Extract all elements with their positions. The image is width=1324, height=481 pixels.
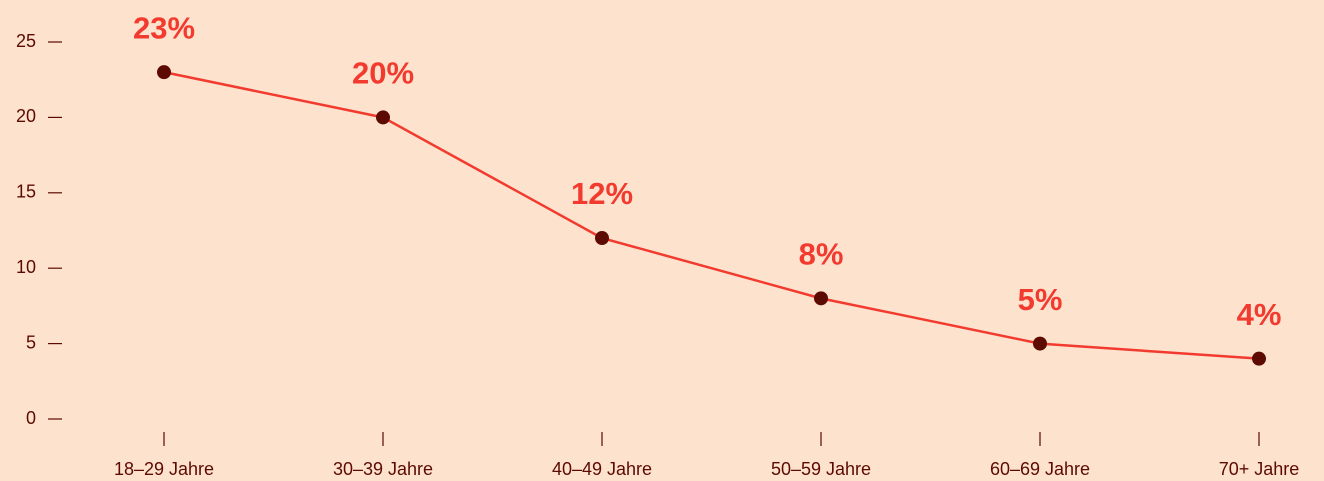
y-tick-label: 10 — [16, 257, 36, 277]
point — [1252, 351, 1266, 366]
y-tick-label: 5 — [26, 332, 36, 352]
x-tick-label: 30–39 Jahre — [333, 459, 433, 479]
value-label: 12% — [571, 176, 633, 211]
value-label: 5% — [1018, 282, 1063, 317]
value-label: 23% — [133, 10, 195, 45]
y-tick-label: 0 — [26, 408, 36, 428]
point — [1033, 336, 1047, 351]
x-tick-label: 60–69 Jahre — [990, 459, 1090, 479]
point — [157, 65, 171, 80]
point — [814, 291, 828, 306]
x-tick-label: 18–29 Jahre — [114, 459, 214, 479]
value-label: 4% — [1237, 297, 1282, 332]
point — [376, 110, 390, 125]
x-tick-label: 50–59 Jahre — [771, 459, 871, 479]
value-label: 20% — [352, 56, 414, 91]
x-tick-label: 70+ Jahre — [1219, 459, 1300, 479]
y-tick-label: 25 — [16, 31, 36, 51]
point — [595, 231, 609, 246]
y-tick-label: 15 — [16, 182, 36, 202]
line — [163, 70, 1260, 360]
value-label: 8% — [799, 237, 844, 272]
y-tick-label: 20 — [16, 106, 36, 126]
x-tick-label: 40–49 Jahre — [552, 459, 652, 479]
